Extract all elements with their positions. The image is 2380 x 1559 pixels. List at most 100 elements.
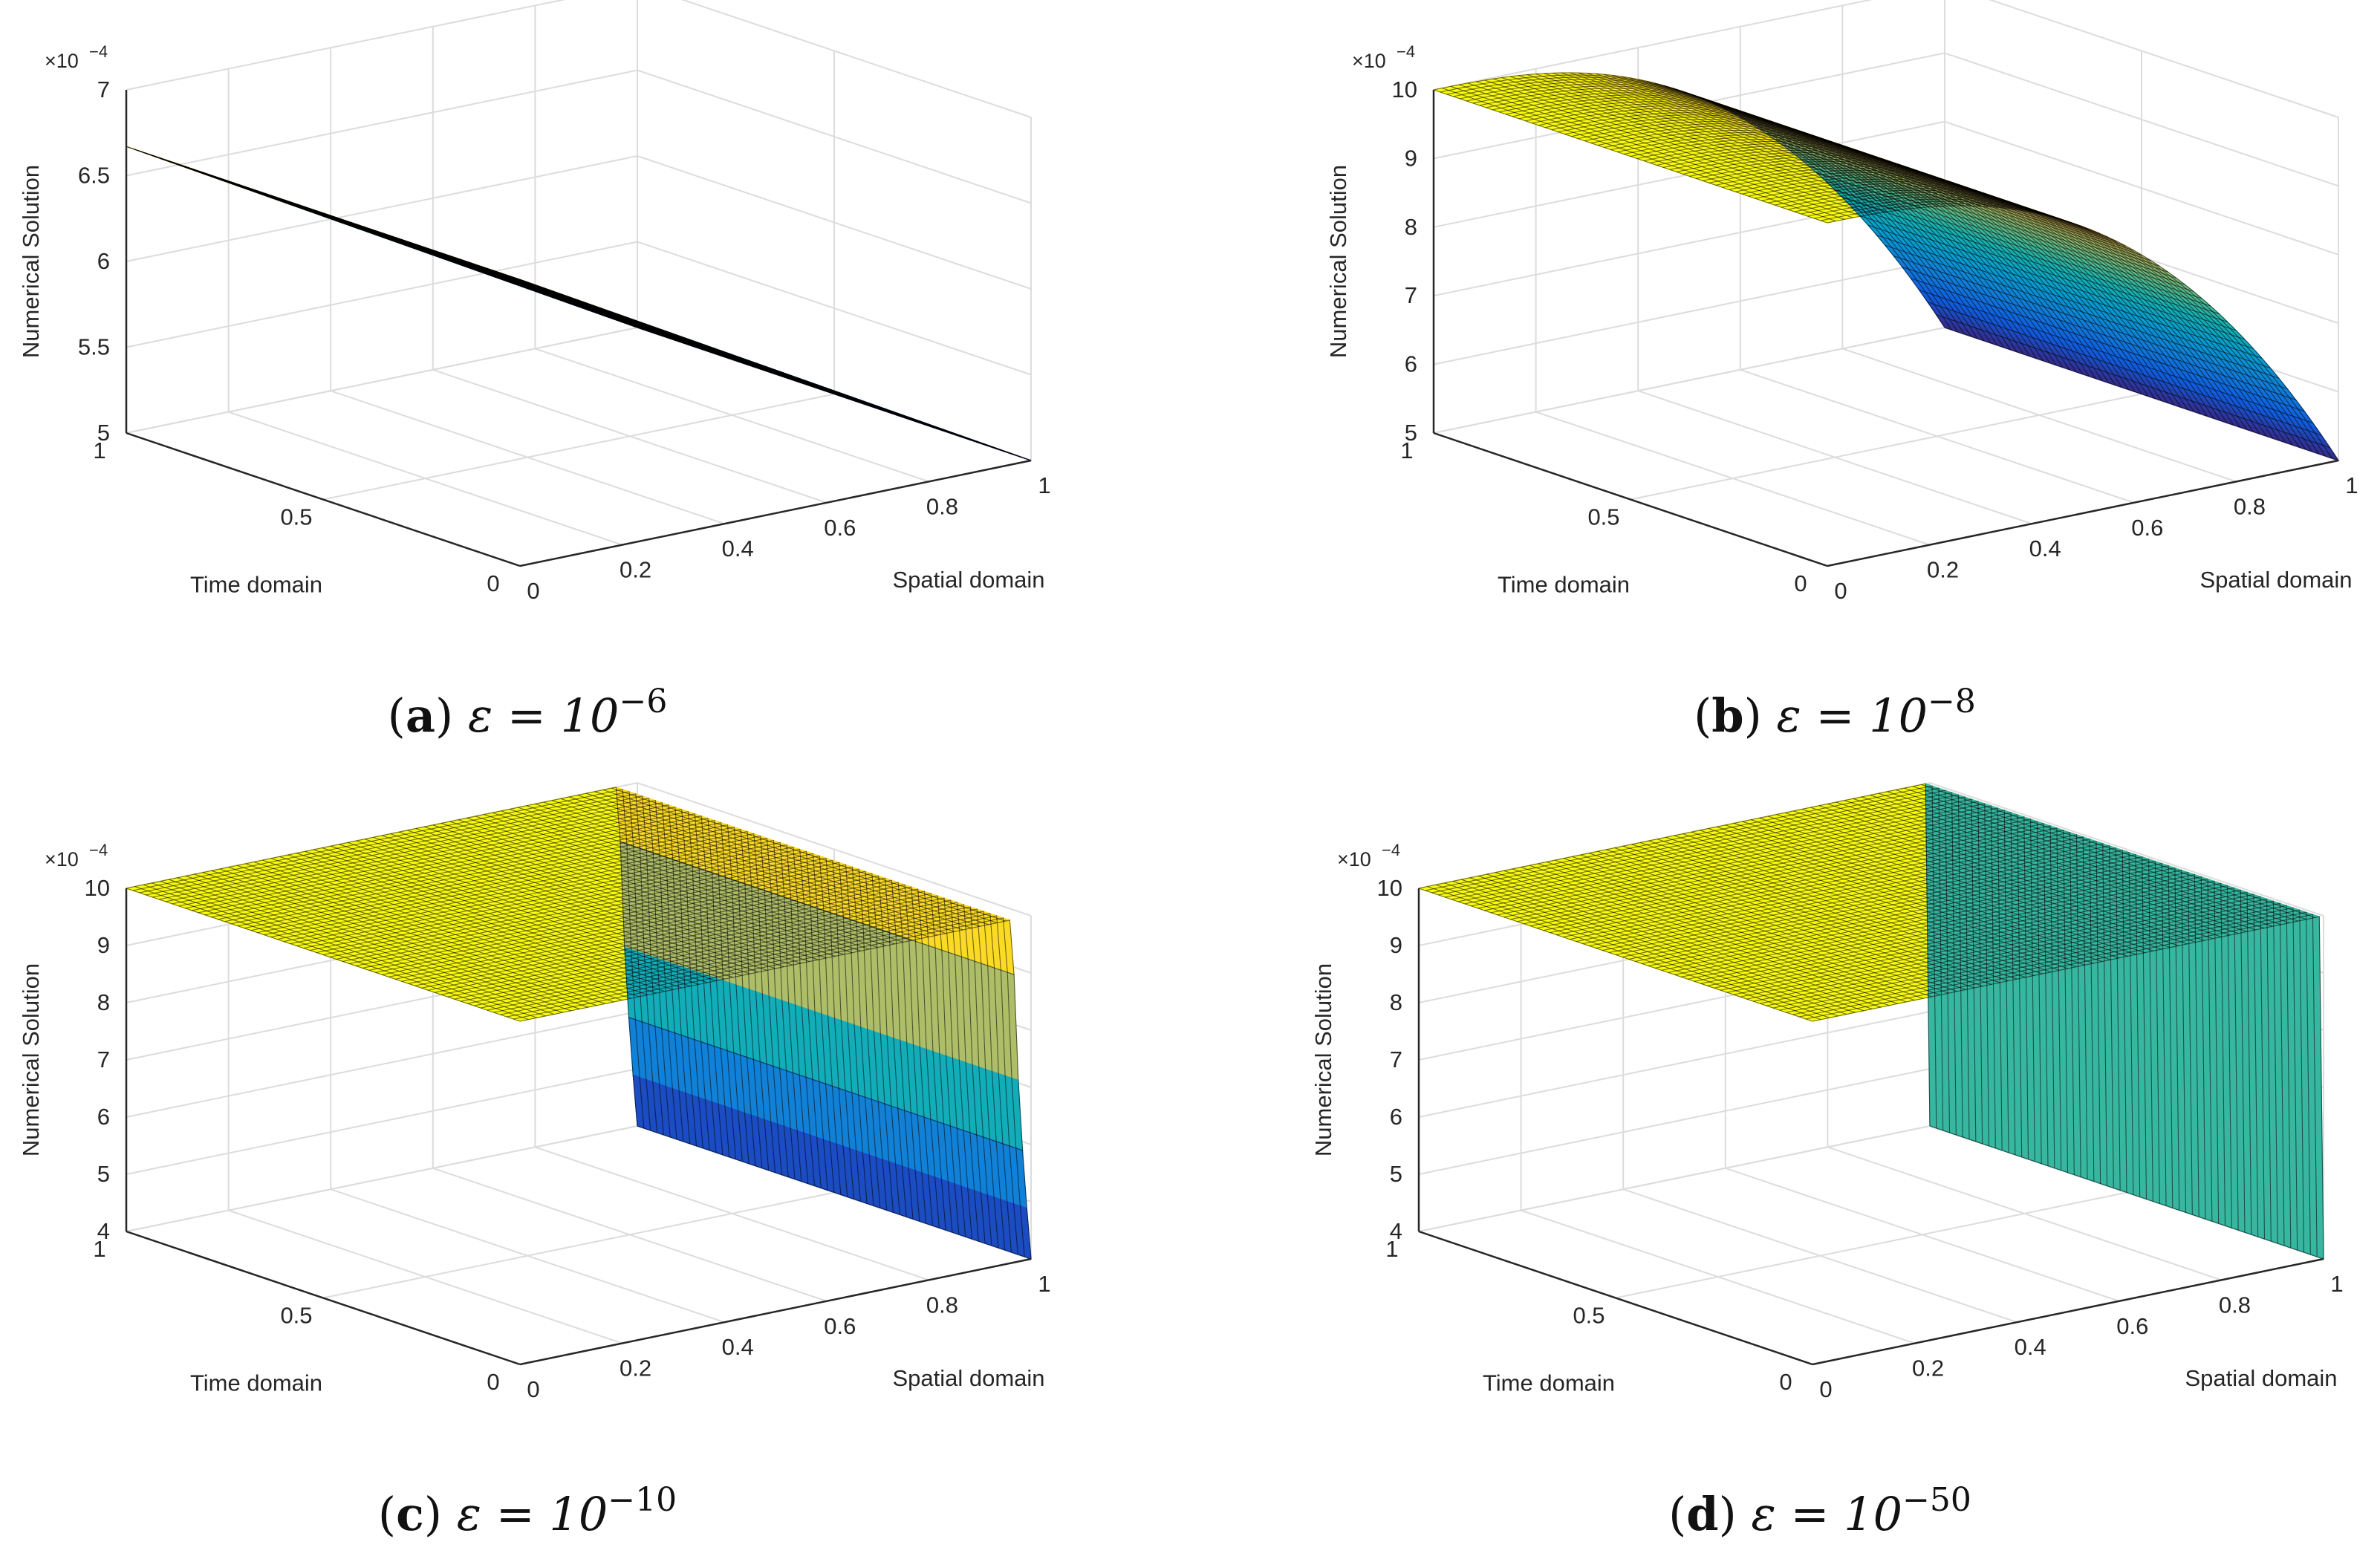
- t-tick-label: 0: [487, 1369, 499, 1395]
- z-multiplier: ×10: [1352, 50, 1386, 72]
- caption-panel-b: (b) ε = 10−8: [1694, 683, 1976, 743]
- caption-letter: d: [1686, 1487, 1718, 1541]
- z-multiplier-exponent: −4: [1397, 42, 1415, 61]
- x-tick-label: 0.4: [722, 1334, 754, 1360]
- t-tick-label: 0: [1779, 1369, 1792, 1395]
- t-tick-label: 1: [93, 437, 105, 463]
- t-tick-label: 1: [1400, 437, 1413, 463]
- x-tick-label: 1: [1038, 472, 1050, 498]
- x-tick-label: 1: [2345, 472, 2358, 498]
- t-tick-label: 0.5: [1573, 1303, 1604, 1329]
- panel-a-grid: [126, 0, 1032, 567]
- caption-panel-a: (a) ε = 10−6: [388, 683, 668, 743]
- panel-d-surface: [1417, 783, 2324, 1260]
- z-tick-label: 7: [97, 77, 110, 102]
- t-tick-label: 0: [1794, 570, 1807, 596]
- z-tick-label: 4: [97, 1218, 110, 1244]
- z-tick-label: 6: [97, 1104, 110, 1130]
- z-tick-label: 8: [97, 989, 110, 1015]
- caption-exponent: −10: [608, 1481, 677, 1519]
- caption-exponent: −6: [619, 683, 667, 720]
- z-axis-label: Numerical Solution: [1310, 963, 1336, 1156]
- z-multiplier: ×10: [45, 848, 79, 870]
- x-tick-label: 0.8: [926, 1292, 958, 1318]
- z-tick-label: 6.5: [78, 163, 110, 189]
- caption-exponent: −50: [1902, 1481, 1971, 1519]
- x-tick-label: 0.4: [2029, 536, 2061, 562]
- time-axis-label: Time domain: [1498, 572, 1630, 598]
- z-tick-label: 7: [1390, 1047, 1402, 1073]
- x-tick-label: 1: [1038, 1271, 1050, 1297]
- x-tick-label: 0.8: [2234, 493, 2266, 519]
- caption-exponent: −8: [1928, 683, 1976, 720]
- z-tick-label: 5: [97, 1161, 110, 1187]
- z-tick-label: 6: [97, 248, 110, 274]
- caption-letter: a: [406, 689, 435, 743]
- z-multiplier-exponent: −4: [89, 841, 108, 859]
- panel-c-axes: [125, 888, 1032, 1366]
- time-axis-label: Time domain: [1483, 1370, 1615, 1396]
- caption-letter: b: [1711, 689, 1743, 743]
- t-tick-label: 0.5: [280, 504, 312, 530]
- panel-b-axes: [1432, 90, 2339, 567]
- z-tick-label: 5: [1390, 1161, 1402, 1187]
- x-axis-label: Spatial domain: [892, 567, 1044, 593]
- z-tick-label: 6: [1390, 1104, 1402, 1130]
- z-tick-label: 8: [1390, 989, 1402, 1015]
- t-tick-label: 0.5: [280, 1303, 312, 1329]
- z-tick-label: 8: [1405, 214, 1417, 240]
- z-tick-label: 7: [97, 1047, 110, 1073]
- x-tick-label: 0.2: [1927, 557, 1959, 583]
- z-tick-label: 7: [1405, 282, 1417, 308]
- panel-a-mesh: [126, 146, 1032, 461]
- caption-panel-c: (c) ε = 10−10: [378, 1481, 677, 1541]
- x-tick-label: 0: [527, 1376, 539, 1402]
- x-tick-label: 0.6: [824, 515, 856, 541]
- x-tick-label: 0.2: [620, 557, 651, 583]
- x-tick-label: 0.4: [722, 536, 754, 562]
- z-tick-label: 9: [97, 932, 110, 958]
- panel-d-mesh: [1418, 783, 2324, 1260]
- x-tick-label: 0.6: [2116, 1313, 2148, 1339]
- time-axis-label: Time domain: [190, 572, 322, 598]
- panel-a-axes: [125, 90, 1032, 567]
- panel-d-axes: [1417, 888, 2324, 1366]
- z-tick-label: 10: [85, 875, 110, 901]
- panel-b-mesh: [1433, 72, 2339, 461]
- z-multiplier: ×10: [45, 50, 79, 72]
- caption-epsilon: ε = 10: [468, 689, 620, 743]
- t-tick-label: 1: [93, 1236, 105, 1262]
- x-tick-label: 0.4: [2015, 1334, 2046, 1360]
- z-tick-label: 10: [1392, 77, 1417, 102]
- x-tick-label: 0: [1834, 578, 1847, 604]
- z-multiplier-exponent: −4: [1382, 841, 1400, 859]
- z-tick-label: 9: [1405, 145, 1417, 171]
- t-tick-label: 0.5: [1587, 504, 1619, 530]
- z-tick-label: 10: [1377, 875, 1402, 901]
- x-axis-label: Spatial domain: [2199, 567, 2352, 593]
- x-tick-label: 0.2: [620, 1355, 651, 1381]
- x-tick-label: 0.6: [2131, 515, 2163, 541]
- x-tick-label: 1: [2330, 1271, 2343, 1297]
- caption-letter: c: [396, 1487, 424, 1541]
- z-axis-label: Numerical Solution: [18, 963, 44, 1156]
- z-multiplier-exponent: −4: [89, 42, 108, 61]
- z-tick-label: 5.5: [78, 334, 110, 360]
- z-tick-label: 9: [1390, 932, 1402, 958]
- z-axis-label: Numerical Solution: [1325, 165, 1351, 358]
- z-tick-label: 5: [1405, 420, 1417, 446]
- t-tick-label: 0: [487, 570, 499, 596]
- caption-panel-d: (d) ε = 10−50: [1668, 1481, 1971, 1541]
- z-axis-label: Numerical Solution: [18, 165, 44, 358]
- panel-c-mesh: [126, 787, 1032, 1260]
- x-tick-label: 0.6: [824, 1313, 856, 1339]
- t-tick-label: 1: [1385, 1236, 1398, 1262]
- x-tick-label: 0: [527, 578, 539, 604]
- z-tick-label: 6: [1405, 351, 1417, 377]
- x-tick-label: 0.2: [1912, 1355, 1944, 1381]
